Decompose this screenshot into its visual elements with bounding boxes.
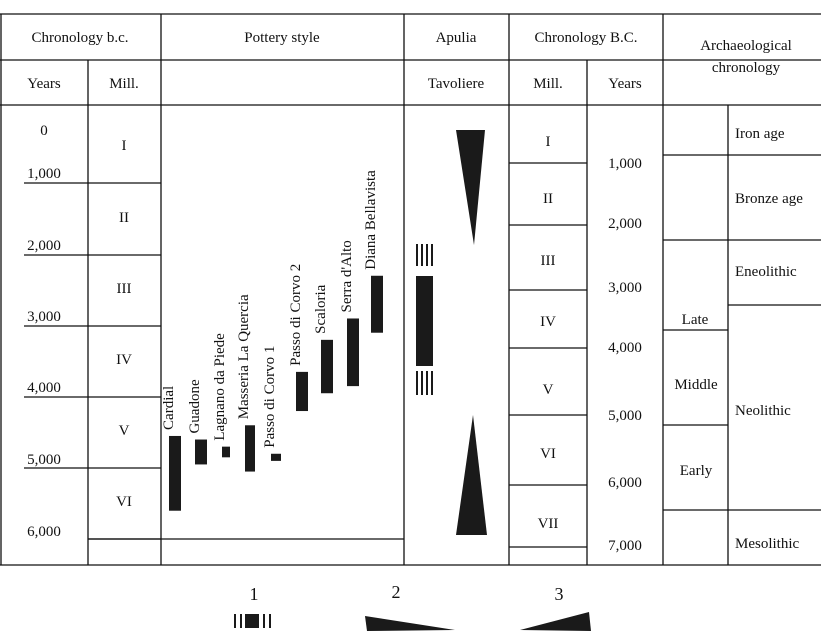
left-year-label: 6,000 [27, 524, 61, 540]
right-mill-label: IV [540, 314, 556, 330]
pottery-style-label: Lagnano da Piede [212, 333, 228, 441]
right-mill-label: VII [538, 516, 559, 532]
right-mill-label: VI [540, 446, 556, 462]
left-year-label: 1,000 [27, 166, 61, 182]
left-year-label: 5,000 [27, 452, 61, 468]
right-year-labels: 1,000 2,000 3,000 4,000 5,000 6,000 7,00… [608, 156, 642, 554]
period-neolithic: Neolithic [735, 403, 791, 419]
sub-period-early: Early [680, 463, 713, 479]
header-archaeological-line1: Archaeological [700, 38, 792, 54]
left-year-label: 0 [40, 123, 48, 139]
sub-period-labels: Late Middle Early [674, 312, 718, 479]
right-year-label: 2,000 [608, 216, 642, 232]
period-iron-age: Iron age [735, 126, 785, 142]
period-labels: Iron age Bronze age Eneolithic Neolithic… [735, 126, 803, 552]
left-year-axis: 0 1,000 2,000 3,000 4,000 5,000 6,000 [24, 123, 88, 540]
period-mesolithic: Mesolithic [735, 536, 800, 552]
period-bronze-age: Bronze age [735, 191, 803, 207]
sub-period-middle: Middle [674, 377, 718, 393]
table-grid [0, 13, 821, 566]
header-archaeological-line2: chronology [712, 60, 781, 76]
pottery-bar [321, 339, 333, 394]
left-mill-label: III [117, 281, 132, 297]
right-mill-labels: I II III IV V VI VII [538, 134, 559, 532]
left-year-label: 4,000 [27, 380, 61, 396]
pottery-bar [271, 453, 281, 461]
right-year-label: 6,000 [608, 475, 642, 491]
right-mill-label: III [541, 253, 556, 269]
pottery-style-label: Cardial [161, 386, 177, 430]
legend: 1 2 3 [234, 582, 591, 631]
legend-ceramic-symbol [234, 614, 271, 628]
right-mill-label: I [546, 134, 551, 150]
left-year-label: 3,000 [27, 309, 61, 325]
declining-arrow-top [456, 130, 485, 245]
legend-arrow-3-icon [520, 612, 591, 631]
header-chronology-bc: Chronology b.c. [31, 30, 128, 46]
legend-arrow-2-icon [365, 616, 455, 631]
left-mill-label: IV [116, 352, 132, 368]
header-tavoliere: Tavoliere [428, 76, 485, 92]
right-year-label: 1,000 [608, 156, 642, 172]
left-mill-labels: I II III IV V VI [116, 138, 132, 510]
pottery-style-label: Scaloria [313, 284, 329, 333]
pottery-style-label: Passo di Corvo 2 [288, 264, 304, 366]
period-eneolithic: Eneolithic [735, 264, 797, 280]
tavoliere-column [416, 130, 487, 535]
pottery-bar [195, 439, 207, 465]
right-mill-label: V [543, 382, 554, 398]
right-year-label: 7,000 [608, 538, 642, 554]
pottery-bar [296, 371, 308, 412]
header-mill: Mill. [109, 76, 139, 92]
header-apulia: Apulia [436, 30, 477, 46]
header-years: Years [27, 76, 61, 92]
header-mill-right: Mill. [533, 76, 563, 92]
legend-number-1: 1 [250, 584, 259, 604]
pottery-style-label: Guadone [187, 379, 203, 433]
pottery-style-label: Serra d'Alto [339, 240, 355, 312]
right-year-label: 4,000 [608, 340, 642, 356]
left-mill-label: I [122, 138, 127, 154]
left-mill-label: V [119, 423, 130, 439]
pottery-style-label: Masseria La Quercia [236, 294, 252, 419]
pottery-bar [169, 435, 181, 511]
header-years-right: Years [608, 76, 642, 92]
legend-number-2: 2 [392, 582, 401, 602]
left-mill-label: II [119, 210, 129, 226]
left-year-label: 2,000 [27, 238, 61, 254]
pottery-style-bars: Cardial Guadone Lagnano da Piede Masseria L… [161, 170, 383, 511]
pottery-style-label: Passo di Corvo 1 [262, 346, 278, 448]
header-pottery-style: Pottery style [244, 30, 320, 46]
tavoliere-ceramic-bars [416, 244, 433, 395]
pottery-style-label: Diana Bellavista [363, 170, 379, 270]
pottery-bar [347, 318, 359, 387]
right-mill-label: II [543, 191, 553, 207]
left-mill-label: VI [116, 494, 132, 510]
right-year-label: 3,000 [608, 280, 642, 296]
legend-number-3: 3 [555, 584, 564, 604]
header-chronology-BC: Chronology B.C. [535, 30, 638, 46]
pottery-bar [371, 275, 383, 333]
pottery-bar [222, 446, 230, 458]
right-year-label: 5,000 [608, 408, 642, 424]
rising-arrow-bottom [456, 415, 487, 535]
sub-period-late: Late [682, 312, 709, 328]
pottery-bar [245, 425, 255, 472]
